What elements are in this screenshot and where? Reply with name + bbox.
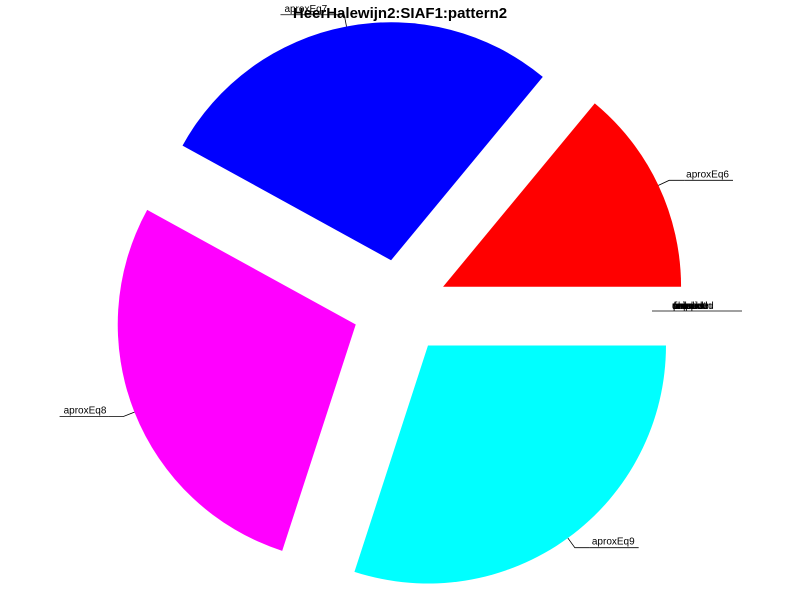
slice-label-aproxEq9: aproxEq9 xyxy=(592,537,635,548)
leader-line-aproxEq9 xyxy=(568,538,590,548)
slice-label-aproxEq6: aproxEq6 xyxy=(686,169,729,180)
leader-line-aproxEq6 xyxy=(658,180,684,185)
slice-label-aproxEq8: aproxEq8 xyxy=(64,406,107,417)
leader-line-aproxEq8 xyxy=(108,412,134,416)
zero-label-skipped: skipped xyxy=(673,301,707,312)
pie-slice-aproxEq8 xyxy=(118,210,356,551)
slice-label-aproxEq7: aproxEq7 xyxy=(284,4,327,15)
pie-slice-aproxEq7 xyxy=(183,22,543,260)
